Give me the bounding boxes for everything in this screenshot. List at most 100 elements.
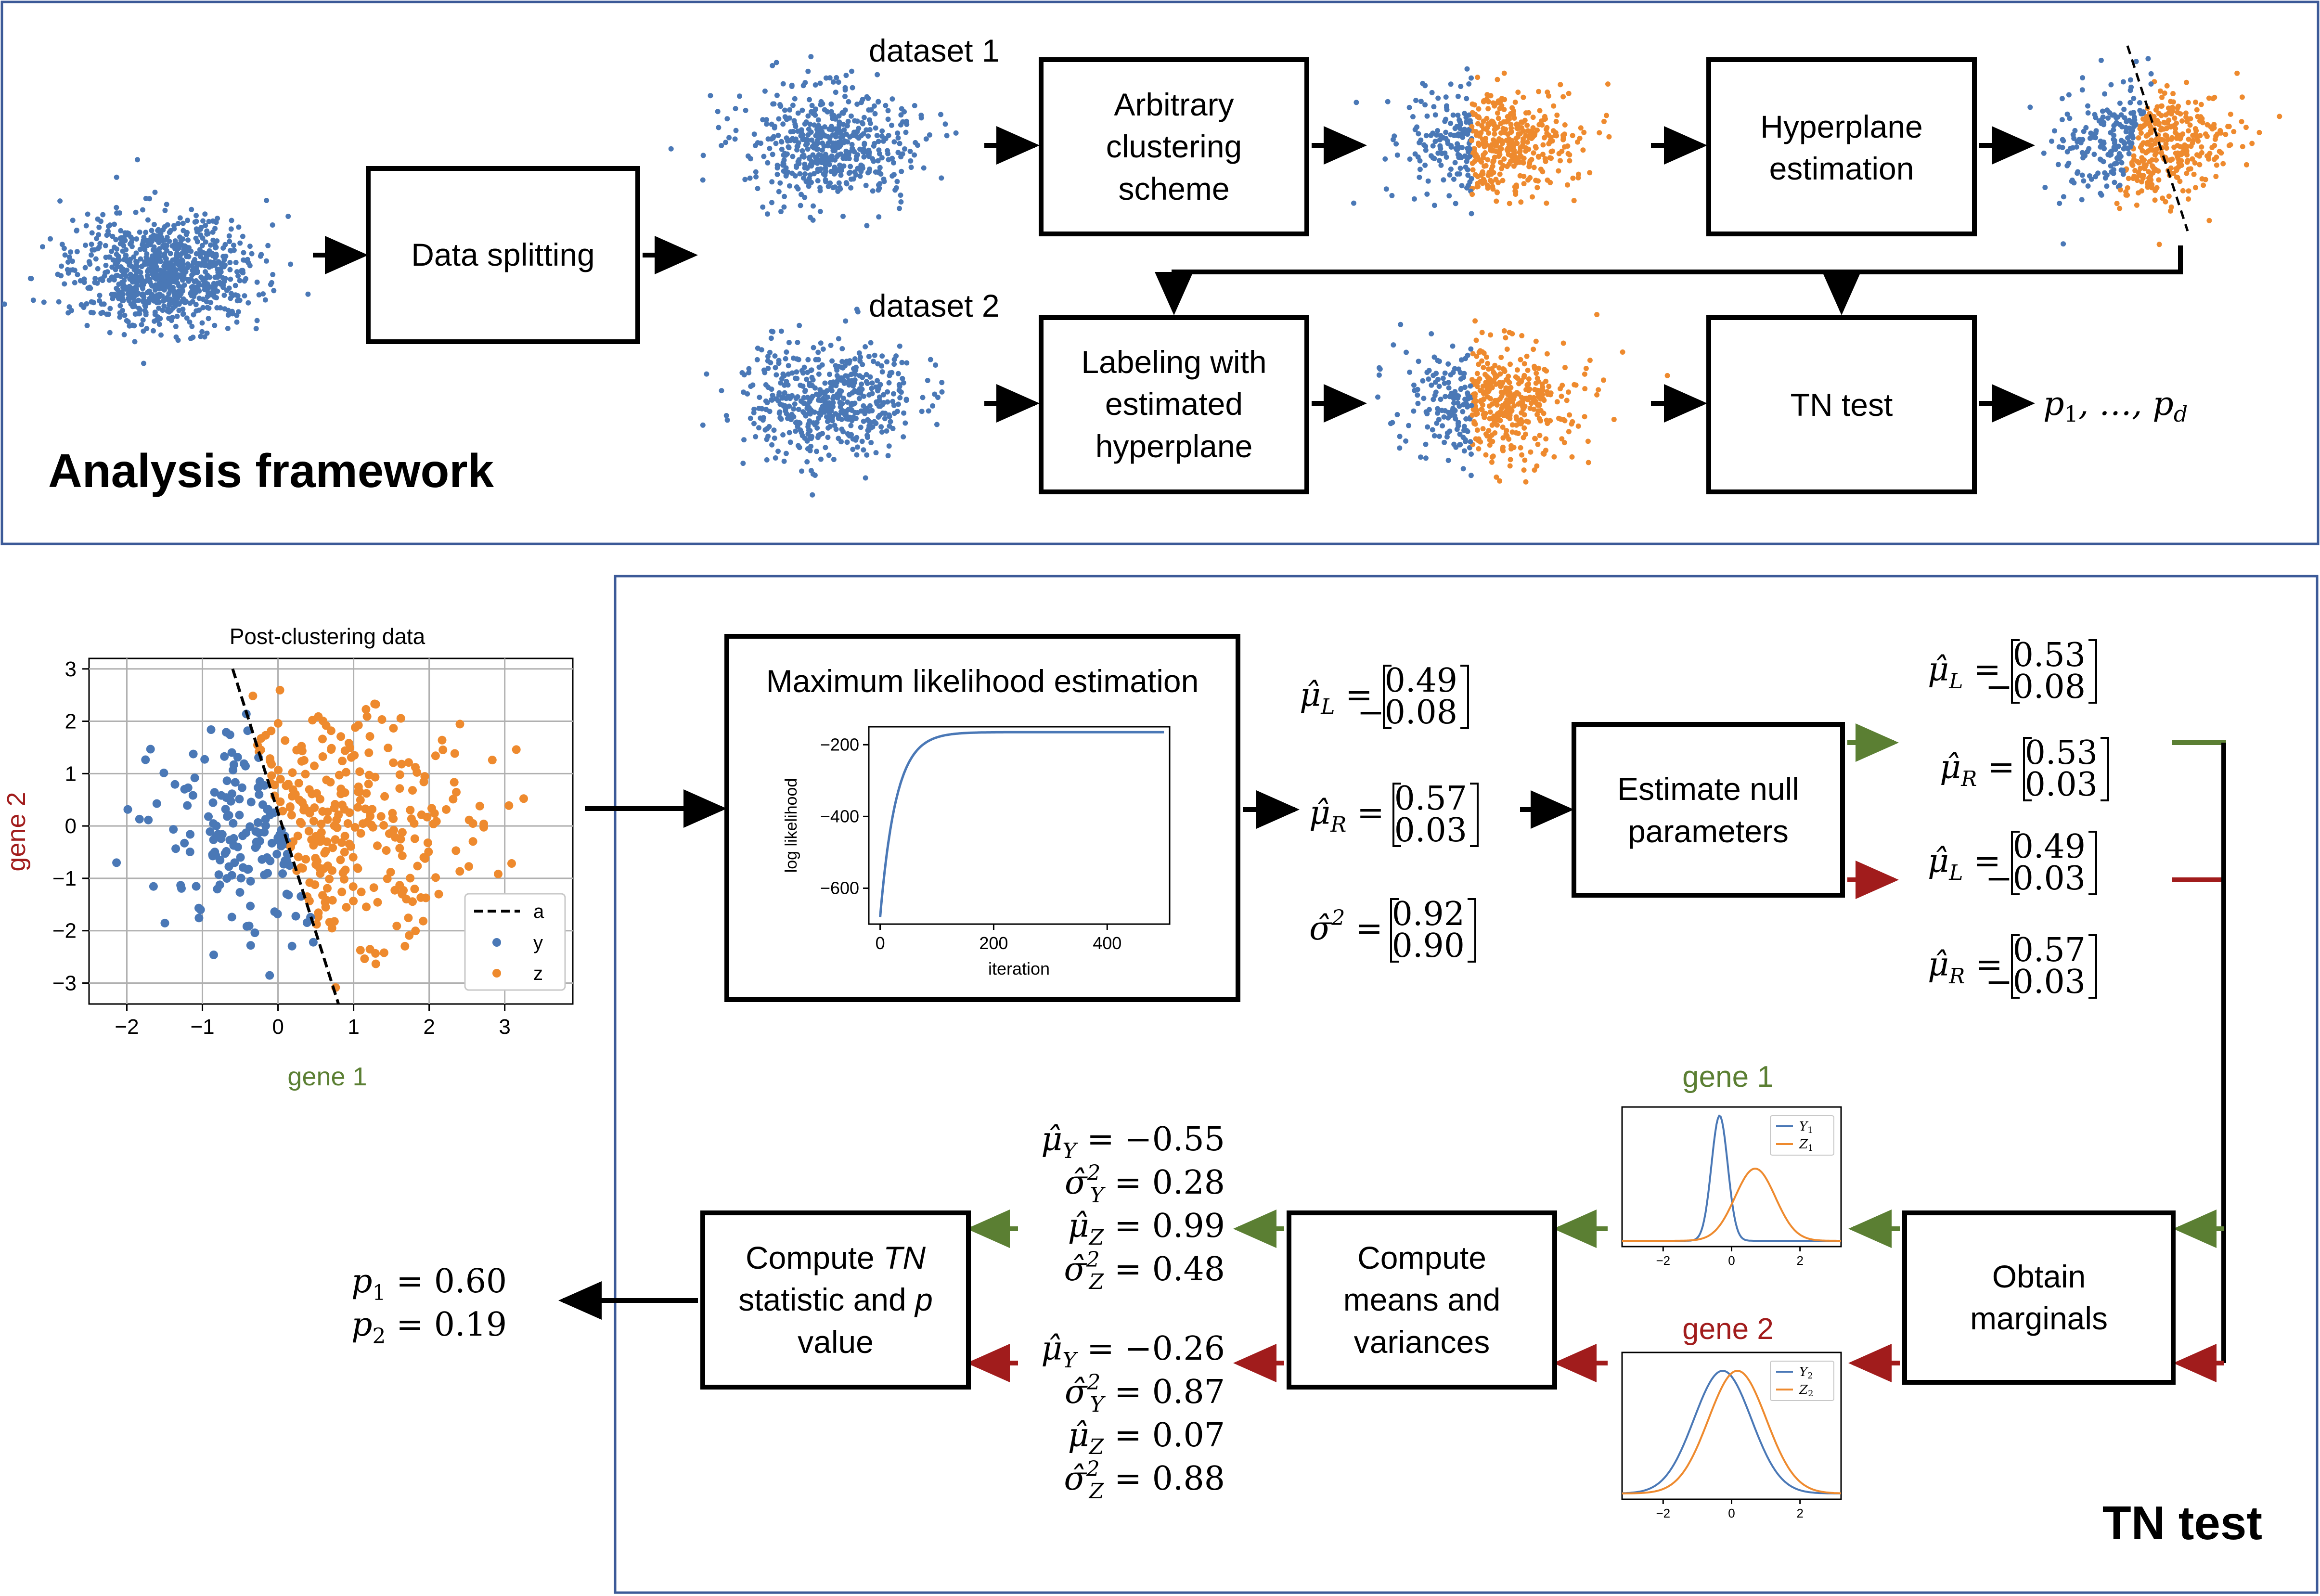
cloud-point (886, 133, 891, 138)
cloud-point (2194, 135, 2200, 141)
cloud-point (794, 184, 799, 190)
scatter-point-z (455, 720, 464, 729)
cloud-point (847, 433, 852, 439)
cloud-point (1500, 444, 1506, 450)
cloud-point (123, 247, 129, 253)
cloud-point (1450, 407, 1456, 413)
cloud-point (1466, 128, 1472, 133)
cloud-point (176, 301, 182, 307)
cloud-point (2081, 129, 2087, 134)
cloud-point (818, 340, 824, 346)
cloud-point (1454, 147, 1460, 153)
cloud-point (838, 404, 843, 410)
cloud-point (778, 139, 784, 144)
scatter-point-z (338, 757, 347, 766)
cloud-point (1453, 201, 1458, 206)
cloud-point (1483, 354, 1489, 360)
vector-value: −0.08 (1985, 668, 2086, 706)
cloud-point (177, 215, 183, 221)
cloud-point (58, 273, 64, 279)
scatter-point-y (186, 830, 195, 839)
scatter-cloud-dataset-1 (668, 54, 959, 229)
cloud-point (89, 230, 95, 236)
scatter-point-z (512, 745, 521, 754)
cloud-point (841, 163, 847, 169)
cloud-point (827, 372, 832, 377)
scatter-point-y (229, 760, 238, 769)
cloud-point (1521, 361, 1527, 367)
cloud-point (764, 121, 770, 127)
cloud-point (823, 445, 828, 450)
cloud-point (235, 273, 241, 279)
cloud-point (137, 246, 143, 252)
scatter-point-z (356, 796, 365, 805)
cloud-point (1540, 152, 1546, 157)
vector-bracket (2088, 934, 2097, 999)
cloud-point (836, 113, 842, 119)
cloud-point (229, 218, 234, 223)
marginal-tick-label: 0 (1728, 1253, 1735, 1268)
cloud-point (1500, 425, 1506, 430)
cloud-point (234, 298, 240, 304)
cloud-point (1432, 139, 1438, 144)
cloud-point (142, 260, 148, 266)
cloud-point (1482, 414, 1487, 420)
cloud-point (157, 246, 162, 252)
cloud-point (776, 116, 782, 122)
cloud-point (288, 261, 294, 267)
cloud-point (845, 118, 851, 124)
cloud-point (2104, 172, 2110, 178)
cloud-point (1479, 358, 1485, 364)
cloud-point (2168, 165, 2174, 171)
ll-ytick-label: −600 (820, 878, 859, 898)
cloud-point (235, 293, 241, 298)
cloud-point (95, 216, 101, 222)
cloud-point (822, 380, 828, 386)
gene1-label: gene 1 (1682, 1060, 1774, 1094)
scatter-point-y (177, 884, 186, 893)
cloud-point (762, 88, 768, 94)
cloud-point (2102, 91, 2108, 97)
cloud-point (740, 461, 746, 466)
cloud-point (764, 117, 769, 123)
hyperplane-label-2: estimation (1769, 151, 1914, 186)
cloud-point (155, 254, 161, 260)
cloud-point (828, 101, 834, 107)
cloud-point (1520, 119, 1525, 125)
cloud-point (1605, 81, 1611, 87)
cloud-point (1422, 102, 1428, 108)
cloud-point (172, 297, 178, 303)
cloud-point (781, 458, 787, 464)
ll-xtick-label: 400 (1093, 933, 1121, 953)
cloud-point (799, 468, 804, 474)
gene1-marginal-chart: Y1 Z1 −2 0 2 (1621, 1106, 1842, 1268)
cloud-point (802, 121, 808, 127)
scatter-point-z (507, 859, 516, 868)
cloud-point (1435, 406, 1441, 412)
scatter-point-z (337, 838, 346, 847)
scatter-point-y (188, 791, 197, 800)
cloud-point (880, 401, 886, 407)
cloud-point (164, 271, 170, 277)
scatter-point-z (318, 734, 327, 744)
scatter-point-z (340, 746, 349, 755)
vector-bracket (2088, 639, 2097, 704)
cloud-point (1487, 396, 1493, 401)
cloud-point (2140, 173, 2146, 179)
scatter-point-y (246, 876, 255, 886)
cloud-point (807, 156, 812, 162)
scatter-point-z (398, 851, 407, 860)
cloud-point (1611, 417, 1617, 422)
scatter-point-z (297, 742, 306, 751)
scatter-point-y (291, 912, 300, 921)
marginal-tick-label: −2 (1656, 1253, 1670, 1268)
cloud-point (852, 400, 858, 406)
cloud-point (1423, 455, 1429, 461)
cloud-point (2169, 123, 2175, 129)
cloud-point (884, 359, 889, 365)
cloud-point (2097, 156, 2103, 162)
cloud-point (1566, 429, 1572, 435)
cloud-point (1664, 373, 1670, 378)
statistic-line: σ̂2 Z = 0.48 (1064, 1248, 1225, 1294)
cloud-point (733, 106, 738, 112)
